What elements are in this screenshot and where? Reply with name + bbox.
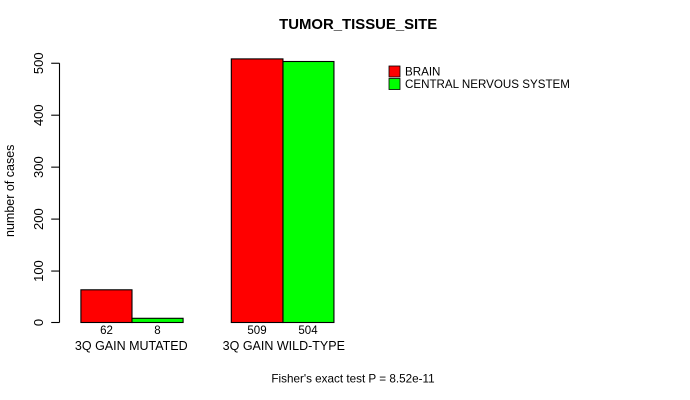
svg-text:400: 400	[31, 104, 46, 126]
svg-text:BRAIN: BRAIN	[405, 66, 440, 79]
svg-text:504: 504	[298, 325, 318, 337]
svg-text:Fisher's exact test P = 8.52e-: Fisher's exact test P = 8.52e-11	[271, 373, 434, 386]
svg-text:509: 509	[247, 325, 266, 337]
svg-text:TUMOR_TISSUE_SITE: TUMOR_TISSUE_SITE	[279, 17, 437, 33]
svg-text:0: 0	[31, 319, 46, 326]
svg-text:8: 8	[154, 325, 160, 337]
svg-text:100: 100	[31, 260, 46, 282]
svg-text:62: 62	[100, 325, 113, 337]
svg-text:200: 200	[31, 208, 46, 230]
svg-text:300: 300	[31, 156, 46, 178]
svg-text:3Q GAIN MUTATED: 3Q GAIN MUTATED	[75, 339, 188, 353]
svg-text:CENTRAL NERVOUS SYSTEM: CENTRAL NERVOUS SYSTEM	[405, 78, 570, 91]
svg-text:3Q GAIN WILD-TYPE: 3Q GAIN WILD-TYPE	[223, 339, 345, 353]
svg-text:number of cases: number of cases	[3, 145, 17, 237]
svg-text:500: 500	[31, 52, 46, 74]
